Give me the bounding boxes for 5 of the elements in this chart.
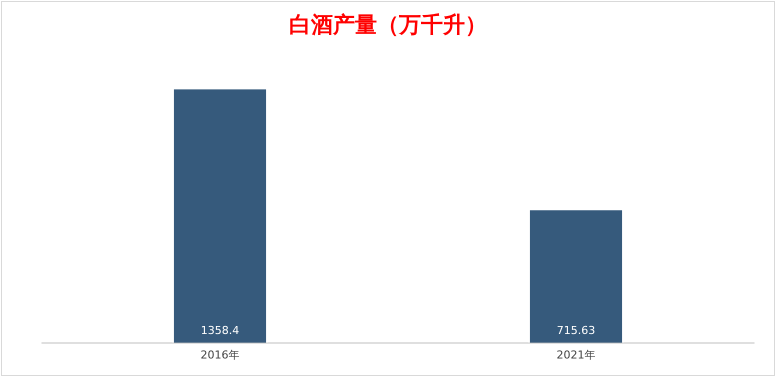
data-label: 1358.4 (200, 324, 240, 338)
data-label: 715.63 (556, 324, 596, 338)
chart-title: 白酒产量（万千升） (288, 12, 488, 40)
x-tick-label: 2021年 (556, 348, 596, 362)
x-tick-label: 2016年 (200, 348, 240, 362)
